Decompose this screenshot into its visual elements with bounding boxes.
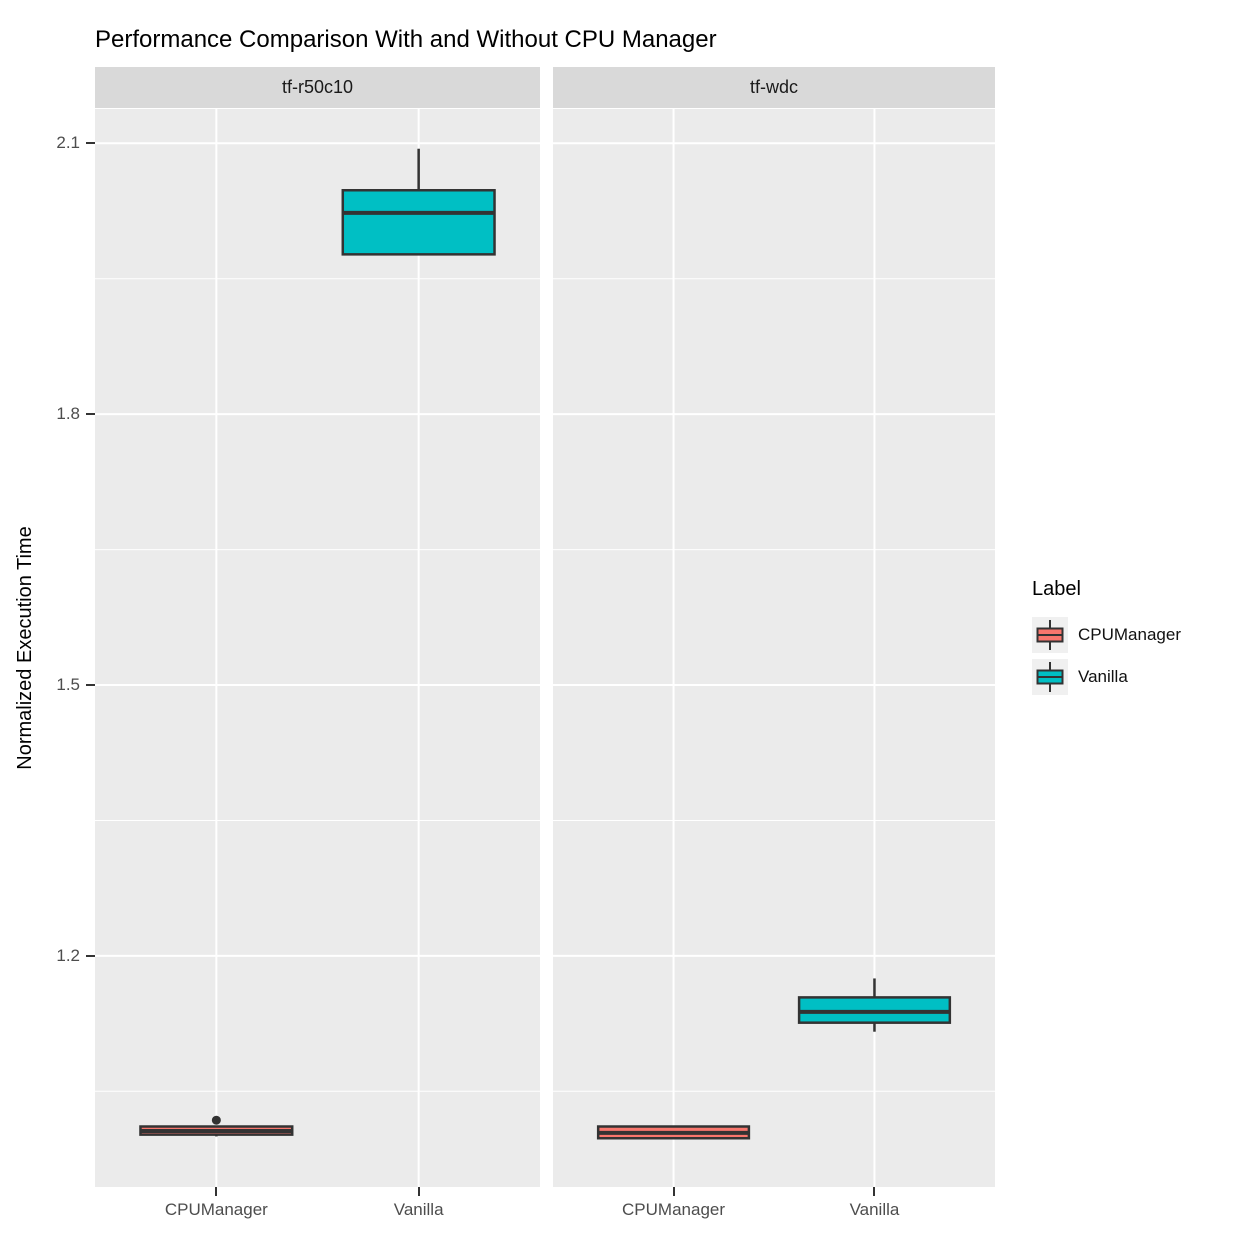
- x-axis-tick-label: Vanilla: [849, 1200, 900, 1219]
- boxplot-vanilla: [797, 978, 952, 1032]
- y-axis-tick-mark: [86, 142, 95, 145]
- outlier-point: [211, 1115, 221, 1125]
- boxplot-key-icon: [1032, 659, 1068, 695]
- x-axis-tick-mark: [417, 1187, 420, 1196]
- y-axis-title: Normalized Execution Time: [14, 526, 36, 770]
- panel-background: [553, 109, 995, 1187]
- x-axis-tick-label: CPUManager: [164, 1200, 268, 1219]
- legend-label: Vanilla: [1078, 667, 1128, 686]
- boxplot-cpumanager: [596, 1125, 751, 1140]
- x-axis-tick-mark: [672, 1187, 675, 1196]
- x-axis-tick-label: Vanilla: [393, 1200, 444, 1219]
- boxplot-cpumanager: [139, 1115, 294, 1137]
- facet-strip-tf-wdc: tf-wdc: [553, 67, 995, 108]
- panel-tf-r50c10: [95, 109, 540, 1187]
- y-axis-tick-mark: [86, 684, 95, 687]
- legend-title: Label: [1032, 578, 1081, 600]
- y-axis-tick-label: 1.5: [56, 675, 80, 695]
- legend-entry-vanilla: Vanilla: [1032, 659, 1232, 695]
- x-axis-tick-mark: [215, 1187, 218, 1196]
- legend-entry-cpumanager: CPUManager: [1032, 617, 1232, 653]
- x-axis-tick-mark: [873, 1187, 876, 1196]
- legend-label: CPUManager: [1078, 625, 1181, 644]
- y-axis-tick-mark: [86, 954, 95, 957]
- x-axis-tick-label: CPUManager: [622, 1200, 726, 1219]
- y-axis-tick-mark: [86, 413, 95, 416]
- facet-strip-tf-r50c10: tf-r50c10: [95, 67, 540, 108]
- legend: Label CPUManager Vanilla: [1032, 578, 1232, 701]
- y-axis-tick-label: 1.2: [56, 945, 80, 965]
- y-axis-tick-label: 1.8: [56, 404, 80, 424]
- y-axis-tick-label: 2.1: [56, 133, 80, 153]
- chart-title: Performance Comparison With and Without …: [95, 26, 717, 53]
- boxplot-vanilla: [341, 148, 496, 256]
- box: [341, 189, 496, 256]
- panel-background: [95, 109, 540, 1187]
- panel-tf-wdc: [553, 109, 995, 1187]
- boxplot-key-icon: [1032, 617, 1068, 653]
